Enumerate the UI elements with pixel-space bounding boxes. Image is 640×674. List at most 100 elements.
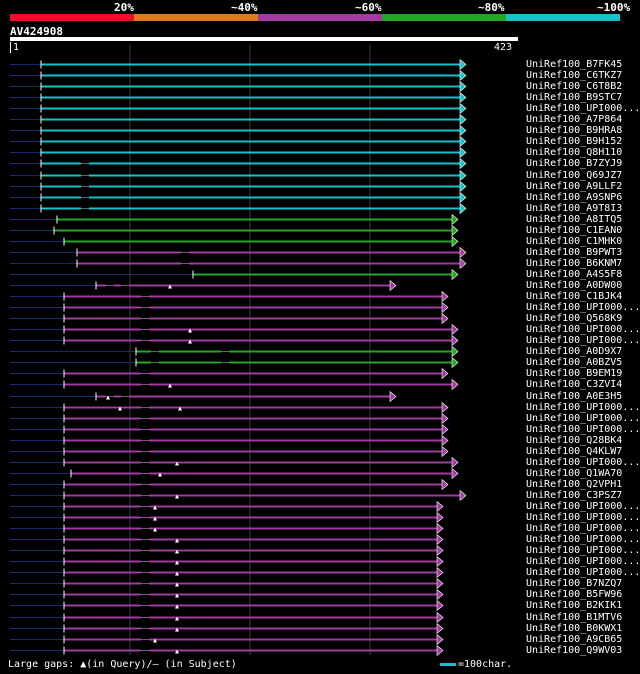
- hit-arrow: [441, 367, 449, 380]
- query-gap-marker: [153, 638, 157, 643]
- scale-label-3: ~60%: [355, 1, 382, 14]
- hit-label[interactable]: UniRef100_UPI000...: [526, 511, 640, 523]
- hit-label[interactable]: UniRef100_A0D9X7: [526, 345, 623, 357]
- hit-arrow: [436, 511, 444, 524]
- hit-arrow: [459, 246, 467, 259]
- hit-label[interactable]: UniRef100_Q9WV03: [526, 644, 623, 656]
- hit-label[interactable]: UniRef100_UPI000...: [526, 522, 640, 534]
- hit-arrow: [451, 235, 459, 248]
- hit-label[interactable]: UniRef100_B7FK45: [526, 58, 623, 70]
- hit-label[interactable]: UniRef100_A0E3H5: [526, 390, 623, 402]
- scale-segment-2: [134, 14, 258, 21]
- hit-label[interactable]: UniRef100_Q568K9: [526, 312, 623, 324]
- hit-arrow: [389, 279, 397, 292]
- hit-arrow: [459, 191, 467, 204]
- hit-arrow: [459, 91, 467, 104]
- query-gap-marker: [175, 560, 179, 565]
- ruler-end-label: 423: [494, 42, 513, 53]
- hit-arrow: [436, 622, 444, 635]
- hit-label[interactable]: UniRef100_Q4KLW7: [526, 445, 623, 457]
- hit-arrow: [459, 102, 467, 115]
- hit-label[interactable]: UniRef100_UPI000...: [526, 301, 640, 313]
- query-gap-marker: [118, 406, 122, 411]
- hit-label[interactable]: UniRef100_C6TKZ7: [526, 69, 623, 81]
- hit-label[interactable]: UniRef100_B7ZYJ9: [526, 157, 623, 169]
- query-gap-marker: [158, 472, 162, 477]
- hit-arrow: [451, 224, 459, 237]
- hit-arrow: [459, 69, 467, 82]
- query-gap-marker: [175, 627, 179, 632]
- hit-label[interactable]: UniRef100_UPI000...: [526, 456, 640, 468]
- hit-arrow: [451, 378, 459, 391]
- hit-label[interactable]: UniRef100_C1BJK4: [526, 290, 623, 302]
- query-gap-marker: [153, 505, 157, 510]
- hit-label[interactable]: UniRef100_UPI000...: [526, 323, 640, 335]
- hit-arrow: [451, 467, 459, 480]
- hit-arrow: [459, 202, 467, 215]
- hit-label[interactable]: UniRef100_B0KWX1: [526, 622, 623, 634]
- ruler-start-label: 1: [10, 42, 19, 53]
- hit-label[interactable]: UniRef100_A0DW00: [526, 279, 623, 291]
- query-gap-marker: [175, 604, 179, 609]
- hit-label[interactable]: UniRef100_B9EM19: [526, 367, 623, 379]
- scale-segment-5: [506, 14, 620, 21]
- hit-label[interactable]: UniRef100_Q28BK4: [526, 434, 623, 446]
- hit-arrow: [441, 301, 449, 314]
- hit-label[interactable]: UniRef100_Q69JZ7: [526, 169, 623, 181]
- hit-label[interactable]: UniRef100_C3PSZ7: [526, 489, 623, 501]
- hit-label[interactable]: UniRef100_UPI000...: [526, 566, 640, 578]
- query-gap-marker: [175, 538, 179, 543]
- hit-label[interactable]: UniRef100_UPI000...: [526, 401, 640, 413]
- hit-label[interactable]: UniRef100_Q1WA70: [526, 467, 623, 479]
- hit-label[interactable]: UniRef100_A8ITQ5: [526, 213, 623, 225]
- hit-label[interactable]: UniRef100_A9LLF2: [526, 180, 623, 192]
- hit-label[interactable]: UniRef100_UPI000...: [526, 544, 640, 556]
- hit-label[interactable]: UniRef100_UPI000...: [526, 533, 640, 545]
- hit-label[interactable]: UniRef100_C1MHK0: [526, 235, 623, 247]
- hit-label[interactable]: UniRef100_C1EAN0: [526, 224, 623, 236]
- hit-arrow: [459, 169, 467, 182]
- query-gap-marker: [175, 571, 179, 576]
- hit-label[interactable]: UniRef100_B1MTV6: [526, 611, 623, 623]
- hit-label[interactable]: UniRef100_B7NZQ7: [526, 577, 623, 589]
- hit-label[interactable]: UniRef100_B6KNM7: [526, 257, 623, 269]
- query-gap-marker: [168, 383, 172, 388]
- hit-label[interactable]: UniRef100_A4S5F8: [526, 268, 623, 280]
- hit-label[interactable]: UniRef100_C6T8B2: [526, 80, 623, 92]
- hit-arrow: [441, 312, 449, 325]
- hit-label[interactable]: UniRef100_UPI000...: [526, 412, 640, 424]
- hit-label[interactable]: UniRef100_B5FW96: [526, 588, 623, 600]
- hit-label[interactable]: UniRef100_UPI000...: [526, 423, 640, 435]
- hit-label[interactable]: UniRef100_B9HRA8: [526, 124, 623, 136]
- hit-label[interactable]: UniRef100_A0BZV5: [526, 356, 623, 368]
- hit-arrow: [441, 445, 449, 458]
- scale-legend-label: =100char.: [458, 659, 513, 670]
- hit-label[interactable]: UniRef100_UPI000...: [526, 555, 640, 567]
- query-gap-marker: [175, 649, 179, 654]
- hit-label[interactable]: UniRef100_Q2VPH1: [526, 478, 623, 490]
- hit-label[interactable]: UniRef100_A7P864: [526, 113, 623, 125]
- hit-arrow: [436, 588, 444, 601]
- hit-label[interactable]: UniRef100_Q8H110: [526, 146, 623, 158]
- hit-label[interactable]: UniRef100_C3ZVI4: [526, 378, 623, 390]
- hit-label[interactable]: UniRef100_UPI000...: [526, 102, 640, 114]
- hit-label[interactable]: UniRef100_B2KIK1: [526, 599, 623, 611]
- hit-arrow: [459, 80, 467, 93]
- query-gap-marker: [175, 582, 179, 587]
- hit-arrow: [436, 500, 444, 513]
- hit-label[interactable]: UniRef100_B9STC7: [526, 91, 623, 103]
- hit-label[interactable]: UniRef100_B9H152: [526, 135, 623, 147]
- hit-label[interactable]: UniRef100_A9T8I3: [526, 202, 623, 214]
- hit-label[interactable]: UniRef100_UPI000...: [526, 500, 640, 512]
- query-gap-marker: [175, 549, 179, 554]
- hit-label[interactable]: UniRef100_UPI000...: [526, 334, 640, 346]
- hit-arrow: [441, 423, 449, 436]
- scale-legend: =100char.: [440, 659, 512, 671]
- identity-scale-bar: 20% ~40% ~60% ~80% ~100%: [0, 0, 640, 22]
- query-gap-marker: [175, 593, 179, 598]
- hit-label[interactable]: UniRef100_A9SNP6: [526, 191, 623, 203]
- hit-label[interactable]: UniRef100_B9PWT3: [526, 246, 623, 258]
- hit-label[interactable]: UniRef100_A9CB65: [526, 633, 623, 645]
- hit-arrow: [436, 533, 444, 546]
